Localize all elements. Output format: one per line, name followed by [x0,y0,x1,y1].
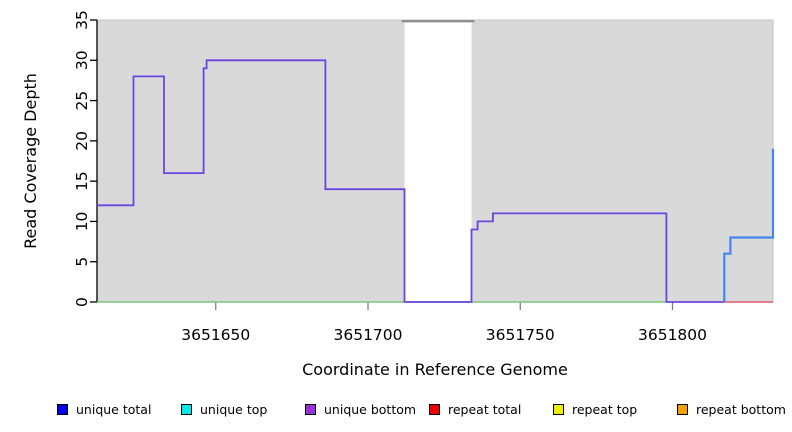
y-tick-label: 30 [73,50,91,70]
y-axis-title: Read Coverage Depth [21,73,40,249]
legend-label: unique total [76,401,152,417]
legend-swatch-icon [429,403,440,415]
y-tick-label: 0 [73,297,91,307]
x-tick-label: 3651750 [486,326,555,344]
y-tick-label: 35 [73,10,91,30]
x-axis-title: Coordinate in Reference Genome [302,360,568,379]
legend-label: repeat top [572,401,638,417]
y-tick-label: 10 [73,212,91,232]
legend-item: unique total [57,399,151,419]
legend-item: repeat bottom [677,399,786,419]
y-tick-label: 25 [73,91,91,111]
legend-swatch-icon [553,403,564,415]
plot-area: 0 5 10 15 20 25 30 35 3651650 3651700 3651750 36518… [73,10,775,344]
x-tick-label: 3651700 [333,326,402,344]
legend-swatch-icon [677,403,688,415]
legend-swatch-icon [57,403,68,415]
legend-item: unique top [181,399,267,419]
x-tick-label: 3651650 [181,326,250,344]
legend-item: repeat top [553,399,637,419]
y-tick-label: 15 [73,171,91,191]
legend-item: repeat total [429,399,521,419]
legend-swatch-icon [305,403,316,415]
legend-item: unique bottom [305,399,416,419]
legend-label: repeat bottom [696,401,786,417]
coverage-gap-band [404,21,472,302]
chart-legend: unique total unique top unique bottom re… [0,399,792,421]
unique-bottom-line [97,59,725,303]
y-tick-label: 5 [73,257,91,267]
legend-label: repeat total [448,401,522,417]
legend-label: unique bottom [324,401,417,417]
legend-label: unique top [200,401,268,417]
legend-swatch-icon [181,403,192,415]
x-tick-label: 3651800 [638,326,707,344]
y-tick-label: 20 [73,131,91,151]
unique-total-line [723,148,775,302]
